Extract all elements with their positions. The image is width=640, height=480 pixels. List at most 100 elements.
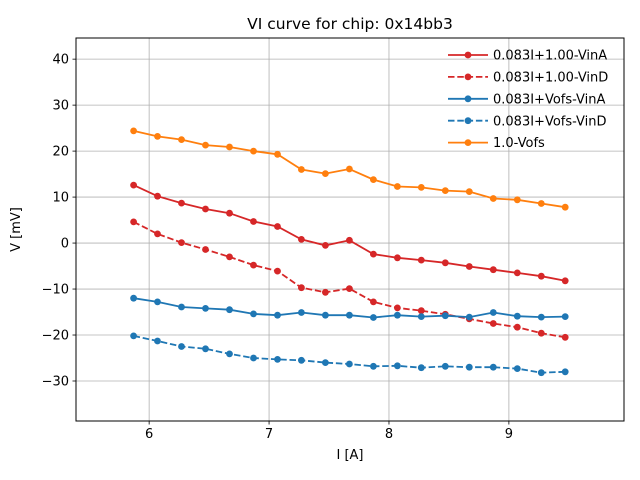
data-point-marker — [417, 256, 425, 264]
data-point-marker — [226, 350, 233, 358]
data-point-marker — [130, 181, 138, 189]
series-1.0-Vofs — [130, 127, 569, 211]
data-point-marker — [178, 343, 185, 350]
data-point-marker — [298, 236, 305, 243]
legend-item: 1.0-Vofs — [448, 136, 545, 151]
data-point-marker — [250, 261, 257, 269]
data-point-marker — [202, 305, 209, 312]
data-point-marker — [465, 363, 473, 371]
y-tick-label: −30 — [42, 374, 69, 389]
data-point-marker — [513, 269, 521, 277]
data-point-marker — [298, 309, 305, 316]
data-point-marker — [346, 311, 353, 319]
data-point-marker — [250, 218, 257, 225]
y-tick-label: 40 — [52, 53, 69, 68]
data-point-marker — [274, 356, 281, 363]
x-tick-label: 8 — [385, 427, 393, 442]
data-point-marker — [561, 203, 569, 211]
gridlines — [76, 38, 624, 421]
data-point-marker — [226, 143, 233, 151]
data-point-marker — [489, 195, 497, 202]
y-axis-label: V [mV] — [9, 207, 24, 252]
data-point-marker — [394, 362, 401, 370]
data-point-marker — [370, 362, 377, 370]
x-axis-label: I [A] — [336, 448, 363, 463]
data-point-marker — [417, 307, 425, 315]
data-point-marker — [441, 362, 449, 370]
data-point-marker — [274, 223, 281, 230]
x-tick-label: 6 — [145, 427, 153, 442]
data-point-marker — [489, 320, 497, 327]
data-point-marker — [394, 304, 401, 312]
data-point-marker — [465, 263, 473, 270]
data-point-marker — [178, 239, 185, 247]
series-0.083I+Vofs-VinA — [130, 294, 569, 321]
data-point-marker — [394, 254, 401, 262]
data-point-marker — [298, 166, 305, 173]
data-point-marker — [537, 200, 545, 207]
legend-item: 0.083I+1.00-VinD — [448, 71, 608, 86]
y-tick-label: 0 — [61, 237, 69, 252]
legend-label: 0.083I+1.00-VinA — [493, 49, 607, 64]
data-point-marker — [441, 312, 449, 320]
y-tick-label: 10 — [52, 191, 69, 206]
x-tick-label: 9 — [505, 427, 513, 442]
data-point-marker — [513, 365, 521, 372]
data-point-marker — [346, 360, 353, 368]
data-point-marker — [561, 368, 569, 376]
data-point-marker — [298, 356, 305, 364]
data-point-marker — [250, 147, 257, 155]
data-point-marker — [154, 192, 161, 200]
legend-label: 0.083I+Vofs-VinD — [493, 114, 607, 129]
series-0.083I+Vofs-VinD — [130, 332, 569, 377]
x-tick-label: 7 — [265, 427, 273, 442]
data-series — [130, 127, 569, 377]
data-point-marker — [346, 165, 353, 173]
y-tick-label: −10 — [42, 283, 69, 298]
data-point-marker — [370, 176, 377, 184]
legend-item: 0.083I+Vofs-VinD — [448, 114, 607, 129]
data-point-marker — [537, 313, 545, 321]
legend-label: 1.0-Vofs — [493, 136, 545, 151]
data-point-marker — [298, 284, 305, 292]
data-point-marker — [513, 312, 521, 320]
data-point-marker — [537, 329, 545, 337]
chart-title: VI curve for chip: 0x14bb3 — [247, 15, 453, 33]
data-point-marker — [513, 323, 521, 331]
data-point-marker — [370, 250, 377, 258]
data-point-marker — [178, 199, 185, 207]
data-point-marker — [561, 333, 569, 341]
data-point-marker — [202, 345, 209, 353]
legend-item: 0.083I+1.00-VinA — [448, 49, 607, 64]
y-tick-label: 20 — [52, 145, 69, 160]
data-point-marker — [441, 259, 449, 267]
data-point-marker — [130, 332, 138, 340]
data-point-marker — [130, 127, 138, 135]
data-point-marker — [274, 150, 281, 158]
data-point-marker — [465, 188, 473, 196]
y-tick-label: 30 — [52, 99, 69, 114]
data-point-marker — [226, 306, 233, 314]
data-point-marker — [441, 187, 449, 195]
data-point-marker — [322, 311, 329, 319]
data-point-marker — [202, 141, 209, 149]
data-point-marker — [226, 209, 233, 217]
data-point-marker — [154, 133, 161, 140]
data-point-marker — [178, 303, 185, 311]
data-point-marker — [154, 298, 161, 306]
data-point-marker — [513, 196, 521, 204]
data-point-marker — [346, 285, 353, 292]
data-point-marker — [417, 313, 425, 320]
data-point-marker — [346, 236, 353, 244]
data-point-marker — [322, 242, 329, 249]
legend-label: 0.083I+Vofs-VinA — [493, 92, 606, 107]
data-point-marker — [465, 313, 473, 321]
legend-marker-sample — [464, 95, 472, 103]
data-point-marker — [322, 288, 329, 296]
data-point-marker — [178, 136, 185, 144]
data-point-marker — [370, 314, 377, 321]
legend-marker-sample — [464, 139, 472, 147]
data-point-marker — [250, 310, 257, 318]
